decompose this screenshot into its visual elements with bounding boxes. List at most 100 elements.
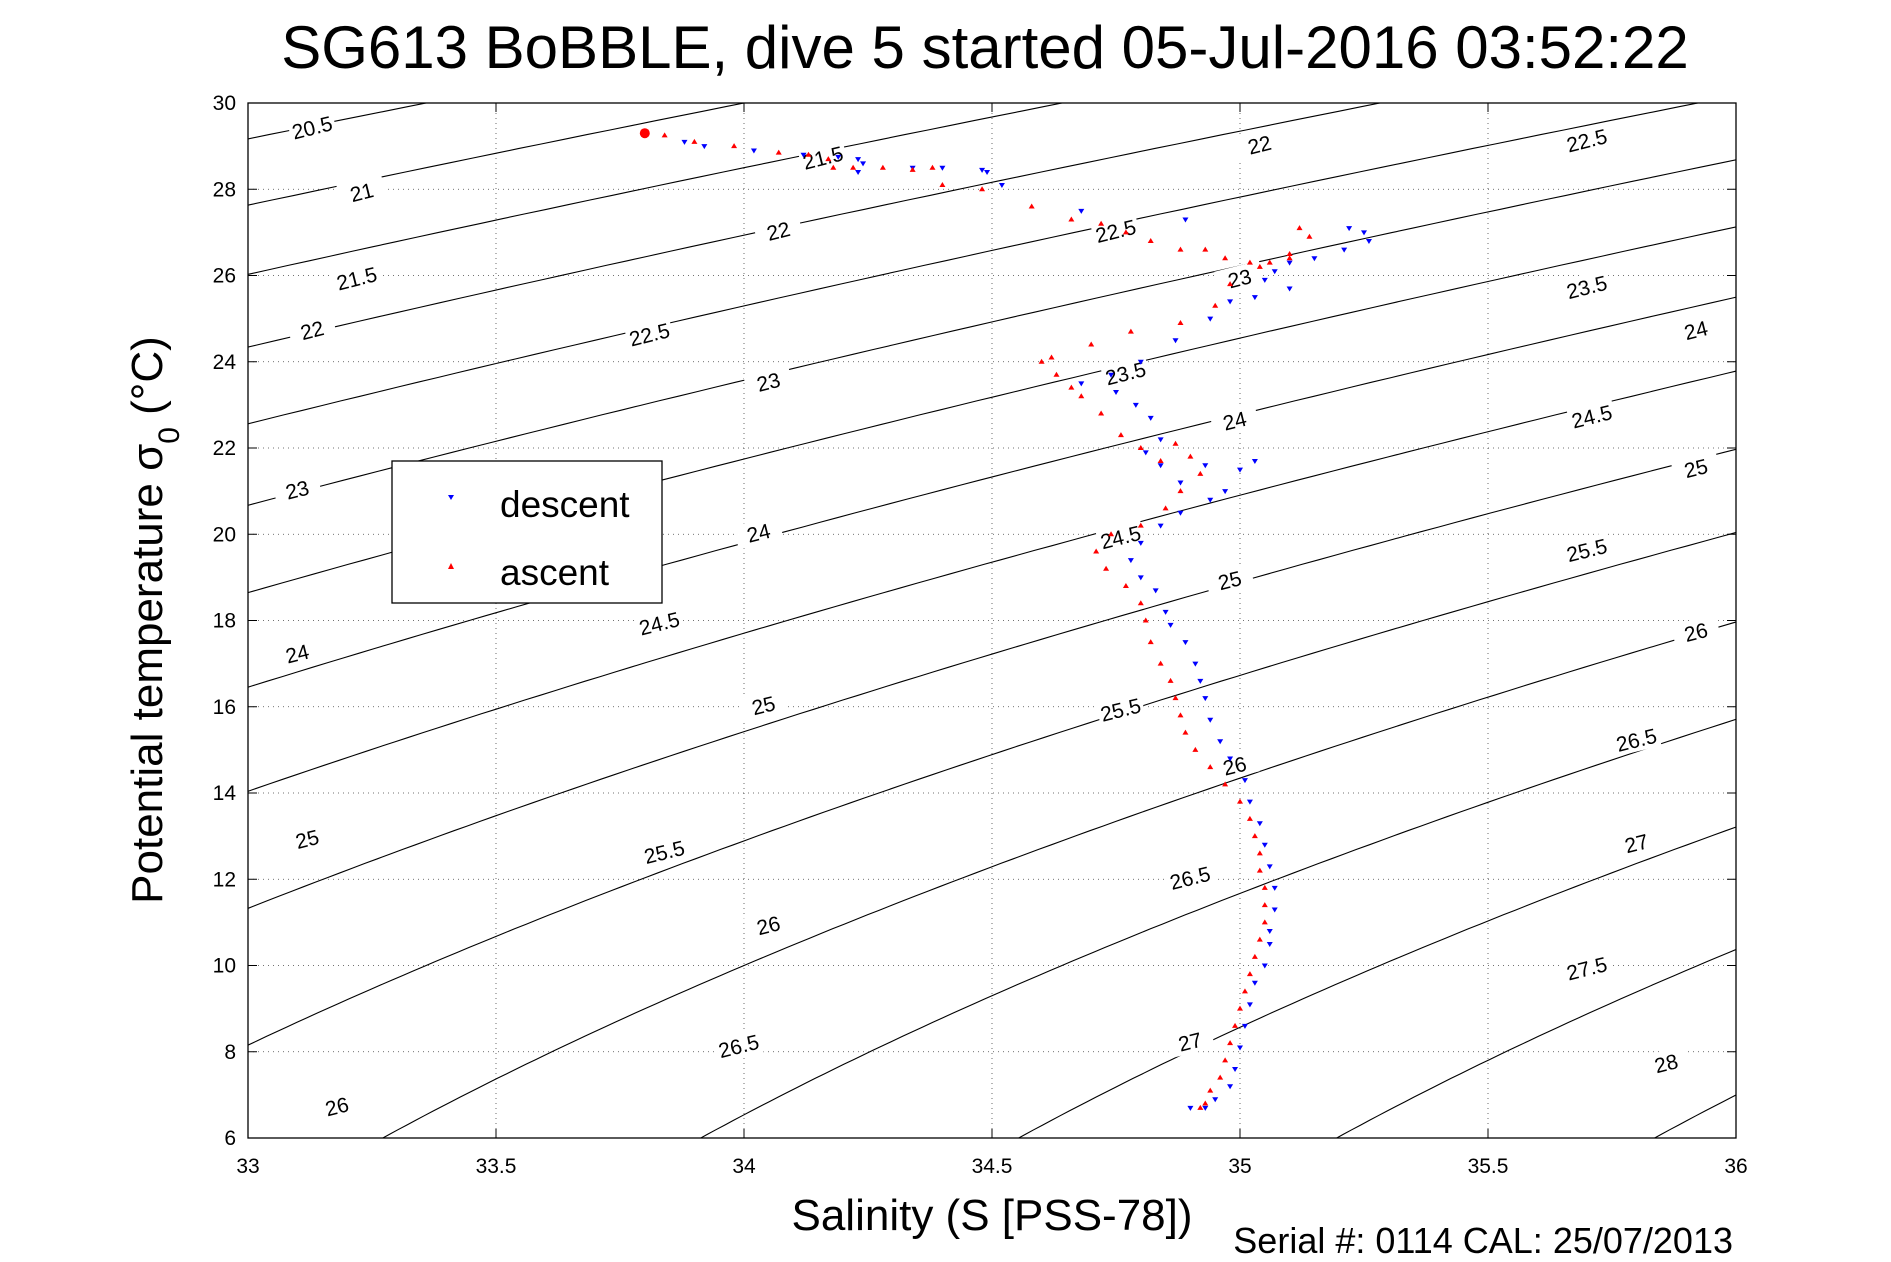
- descent-point-36: [1157, 463, 1164, 469]
- isopycnal-label-bg-15: [638, 834, 690, 869]
- descent-point-39: [1237, 467, 1243, 473]
- descent-point-54: [1202, 696, 1209, 702]
- ascent-point-9: [879, 164, 886, 170]
- descent-point-27: [1172, 338, 1179, 344]
- ascent-point-60: [1182, 729, 1189, 735]
- isopycnal-label-bg-8: [797, 139, 849, 175]
- descent-point-67: [1261, 963, 1268, 969]
- legend-label-descent: descent: [500, 484, 630, 525]
- descent-point-58: [1241, 778, 1248, 784]
- descent-point-71: [1237, 1045, 1243, 1051]
- ascent-point-13: [979, 186, 986, 192]
- ascent-point-34: [1048, 354, 1055, 360]
- ascent-point-50: [1093, 548, 1100, 554]
- ascent-point-26: [1296, 225, 1303, 231]
- descent-point-15: [1346, 226, 1353, 232]
- descent-point-66: [1266, 941, 1273, 947]
- ascent-point-83: [1197, 1104, 1204, 1110]
- descent-point-62: [1266, 864, 1273, 870]
- ascent-point-42: [1157, 457, 1164, 463]
- descent-point-61: [1261, 842, 1268, 848]
- descent-point-25: [1227, 299, 1234, 305]
- isopycnal-label-bg-29: [1561, 122, 1612, 158]
- ascent-point-81: [1207, 1087, 1214, 1093]
- ascent-point-72: [1256, 936, 1263, 942]
- ascent-point-28: [1256, 263, 1263, 269]
- x-tick-label-2: 34: [732, 1155, 756, 1178]
- descent-point-31: [1113, 389, 1119, 395]
- descent-point-20: [1286, 260, 1293, 266]
- x-tick-label-6: 36: [1724, 1155, 1747, 1178]
- series-ascent: [639, 128, 1313, 1110]
- descent-point-63: [1271, 885, 1278, 891]
- descent-point-45: [1137, 540, 1144, 546]
- isopycnal-labels: 20.52121.5222324252621.52222.5232424.525…: [271, 109, 1722, 1124]
- isopycnal-label-bg-10: [624, 316, 675, 352]
- isopycnal-label-11: 23: [755, 369, 783, 397]
- ascent-point-53: [1137, 600, 1144, 606]
- isopycnal-label-6: 25: [293, 826, 321, 854]
- isopycnal-line-9: [248, 103, 1701, 425]
- ascent-point-43: [1172, 440, 1179, 446]
- isopycnal-label-bg-35: [1670, 614, 1722, 649]
- isopycnal-label-bg-36: [1611, 722, 1662, 757]
- isopycnal-label-7: 26: [323, 1093, 351, 1121]
- isopycnal-label-bg-13: [633, 605, 685, 641]
- descent-point-46: [1127, 558, 1134, 564]
- descent-point-5: [855, 157, 862, 163]
- ascent-point-25: [1306, 233, 1313, 239]
- descent-point-43: [1177, 510, 1184, 516]
- descent-point-74: [1212, 1097, 1219, 1103]
- isopycnal-label-bg-19: [1090, 213, 1141, 248]
- descent-point-55: [1207, 717, 1214, 723]
- ascent-point-44: [1187, 453, 1194, 459]
- isopycnal-label-39: 28: [1652, 1050, 1680, 1078]
- ascent-point-41: [1137, 445, 1144, 450]
- ascent-start-marker: [639, 128, 650, 139]
- isopycnal-label-bg-27: [1164, 860, 1216, 895]
- ascent-point-47: [1162, 505, 1169, 511]
- ascent-point-77: [1232, 1022, 1239, 1028]
- isopycnal-label-bg-23: [1095, 519, 1146, 554]
- descent-point-56: [1217, 739, 1224, 745]
- isopycnal-label-18: 22: [1246, 132, 1274, 160]
- descent-point-14: [1182, 217, 1189, 223]
- isopycnal-label-35: 26: [1682, 619, 1710, 647]
- descent-point-3: [800, 152, 807, 158]
- isopycnal-label-bg-14: [738, 687, 789, 723]
- y-tick-label-9: 24: [213, 351, 237, 374]
- isopycnal-line-19: [1335, 948, 1736, 1138]
- ascent-point-79: [1222, 1057, 1229, 1063]
- isopycnal-label-16: 26: [755, 912, 783, 940]
- descent-point-52: [1192, 661, 1199, 667]
- ascent-point-76: [1237, 1005, 1243, 1011]
- isopycnal-label-bg-5: [271, 635, 323, 671]
- isopycnal-line-14: [248, 448, 1736, 909]
- descent-point-69: [1246, 1002, 1253, 1008]
- isopycnal-label-bg-38: [1561, 950, 1612, 986]
- descent-point-16: [1365, 239, 1372, 244]
- y-tick-label-12: 30: [213, 92, 236, 115]
- isopycnal-line-12: [248, 296, 1736, 688]
- descent-point-6: [860, 161, 867, 167]
- isopycnal-label-bg-17: [713, 1028, 764, 1063]
- isopycnal-line-15: [248, 531, 1736, 1046]
- isopycnal-label-bg-1: [336, 174, 387, 209]
- descent-point-47: [1137, 575, 1144, 581]
- descent-point-32: [1132, 402, 1139, 408]
- isopycnal-line-7: [248, 103, 1065, 275]
- ascent-point-23: [1266, 259, 1273, 265]
- descent-point-40: [1251, 458, 1258, 464]
- isopycnal-label-bg-34: [1561, 532, 1612, 567]
- ascent-point-70: [1261, 902, 1268, 908]
- y-tick-label-0: 6: [224, 1127, 236, 1150]
- descent-point-7: [855, 170, 862, 175]
- descent-point-41: [1222, 489, 1229, 495]
- isopycnal-line-16: [381, 621, 1736, 1138]
- ascent-point-36: [1053, 371, 1060, 377]
- ascent-point-82: [1202, 1100, 1209, 1106]
- descent-point-21: [1271, 269, 1278, 275]
- isopycnal-label-bg-11: [743, 364, 794, 399]
- descent-point-13: [1078, 208, 1085, 214]
- descent-point-9: [939, 165, 946, 171]
